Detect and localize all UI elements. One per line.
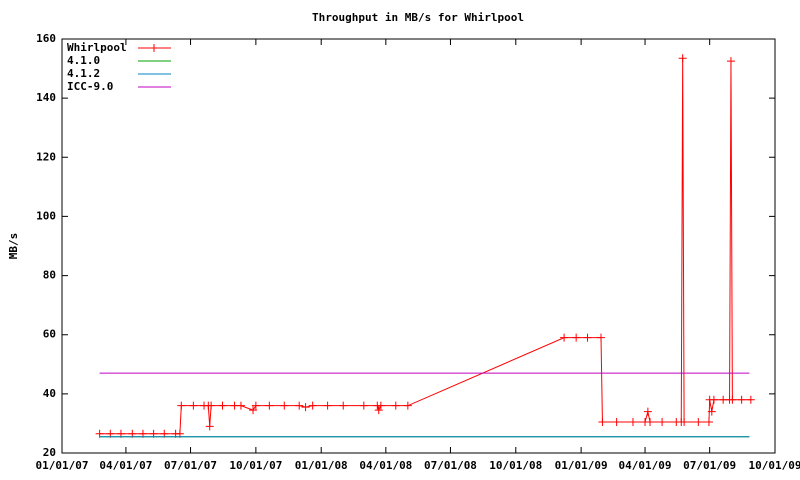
point-marker xyxy=(207,401,216,410)
x-tick-label: 01/01/09 xyxy=(555,459,608,472)
point-marker xyxy=(746,395,755,404)
point-marker xyxy=(643,407,652,416)
point-marker xyxy=(177,401,186,410)
y-axis-label: MB/s xyxy=(7,233,20,260)
plot-frame xyxy=(61,38,776,454)
point-marker xyxy=(236,401,245,410)
x-tick-label: 07/01/09 xyxy=(683,459,736,472)
point-marker xyxy=(704,417,713,426)
point-marker xyxy=(678,54,687,63)
point-marker xyxy=(280,401,289,410)
point-marker xyxy=(301,403,310,412)
y-tick-label: 100 xyxy=(36,209,56,222)
point-marker xyxy=(218,401,227,410)
point-marker xyxy=(205,422,214,431)
x-tick-label: 10/01/07 xyxy=(229,459,282,472)
point-marker xyxy=(707,407,716,416)
y-tick-label: 120 xyxy=(36,150,56,163)
y-tick-label: 60 xyxy=(43,328,56,341)
legend-label: 4.1.0 xyxy=(67,54,100,67)
x-tick-label: 01/01/08 xyxy=(295,459,348,472)
series-line xyxy=(99,58,751,435)
legend-label: ICC-9.0 xyxy=(67,80,113,93)
x-tick-label: 07/01/07 xyxy=(164,459,217,472)
point-marker xyxy=(295,401,304,410)
point-marker xyxy=(709,395,718,404)
point-marker xyxy=(374,406,383,415)
point-marker xyxy=(737,395,746,404)
point-marker xyxy=(560,333,569,342)
x-tick-label: 07/01/08 xyxy=(424,459,477,472)
point-marker xyxy=(95,429,104,438)
point-marker xyxy=(680,417,689,426)
x-tick-label: 10/01/09 xyxy=(749,459,800,472)
point-marker xyxy=(189,401,198,410)
x-tick-label: 01/01/07 xyxy=(36,459,89,472)
point-marker xyxy=(612,417,621,426)
legend-marker xyxy=(150,44,158,52)
point-marker xyxy=(339,401,348,410)
point-marker xyxy=(598,417,607,426)
point-marker xyxy=(308,401,317,410)
point-marker xyxy=(572,333,581,342)
point-marker xyxy=(728,395,737,404)
point-marker xyxy=(403,401,412,410)
point-marker xyxy=(646,417,655,426)
point-marker xyxy=(726,57,735,66)
legend-label: Whirlpool xyxy=(67,41,127,54)
point-marker xyxy=(359,401,368,410)
point-marker xyxy=(249,406,258,415)
x-tick-label: 10/01/08 xyxy=(489,459,542,472)
point-marker xyxy=(376,401,385,410)
y-tick-label: 40 xyxy=(43,387,56,400)
y-tick-label: 160 xyxy=(36,32,56,45)
point-marker xyxy=(628,417,637,426)
point-marker xyxy=(694,417,703,426)
point-marker xyxy=(323,401,332,410)
point-marker xyxy=(391,401,400,410)
x-tick-label: 04/01/08 xyxy=(359,459,412,472)
point-marker xyxy=(583,333,592,342)
point-marker xyxy=(658,417,667,426)
y-tick-label: 140 xyxy=(36,91,56,104)
chart-title: Throughput in MB/s for Whirlpool xyxy=(312,11,524,24)
point-marker xyxy=(597,333,606,342)
y-tick-label: 20 xyxy=(43,446,56,459)
x-tick-label: 04/01/09 xyxy=(619,459,672,472)
x-tick-label: 04/01/07 xyxy=(99,459,152,472)
y-tick-label: 80 xyxy=(43,269,56,282)
point-marker xyxy=(251,401,260,410)
legend-label: 4.1.2 xyxy=(67,67,100,80)
point-marker xyxy=(265,401,274,410)
